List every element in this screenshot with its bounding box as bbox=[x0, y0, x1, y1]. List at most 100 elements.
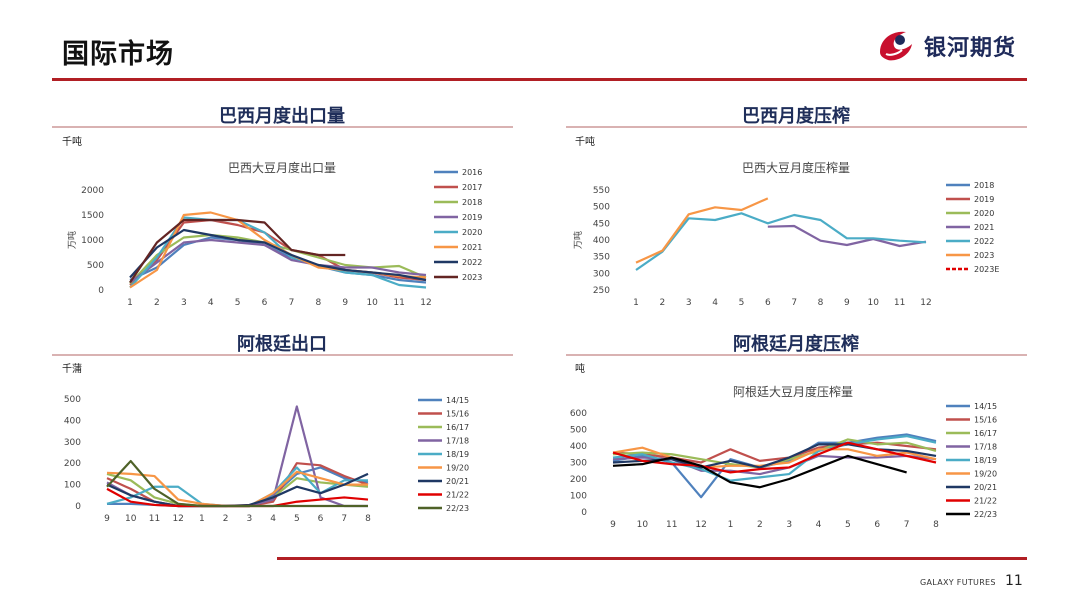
x-tick-label: 11 bbox=[149, 514, 160, 524]
x-tick-label: 5 bbox=[739, 298, 745, 308]
section-rule bbox=[566, 126, 1027, 128]
x-tick-label: 2 bbox=[154, 298, 160, 308]
x-tick-label: 2 bbox=[223, 514, 229, 524]
chart-title: 巴西大豆月度压榨量 bbox=[742, 160, 850, 175]
legend-label: 2021 bbox=[974, 223, 994, 232]
x-tick-label: 4 bbox=[816, 520, 822, 528]
legend-label: 2022 bbox=[974, 237, 994, 246]
x-tick-label: 9 bbox=[104, 514, 110, 524]
top-rule bbox=[52, 78, 1027, 81]
y-tick-label: 0 bbox=[581, 508, 587, 518]
legend-label: 18/19 bbox=[446, 450, 469, 459]
x-tick-label: 5 bbox=[845, 520, 851, 528]
x-tick-label: 11 bbox=[894, 298, 905, 308]
x-tick-label: 7 bbox=[341, 514, 347, 524]
x-tick-label: 3 bbox=[246, 514, 252, 524]
x-tick-label: 10 bbox=[125, 514, 137, 524]
x-tick-label: 8 bbox=[818, 298, 824, 308]
y-tick-label: 0 bbox=[75, 502, 81, 512]
x-tick-label: 10 bbox=[868, 298, 880, 308]
unit-label-brazil-crush: 千吨 bbox=[575, 137, 595, 148]
legend-label: 2018 bbox=[462, 198, 482, 207]
section-title-brazil-crush: 巴西月度压榨 bbox=[742, 106, 850, 127]
x-tick-label: 3 bbox=[786, 520, 792, 528]
legend-label: 2016 bbox=[462, 168, 482, 177]
x-tick-label: 9 bbox=[610, 520, 616, 528]
legend-label: 15/16 bbox=[974, 416, 997, 425]
section-title-brazil-export: 巴西月度出口量 bbox=[219, 106, 345, 127]
series-line-2022 bbox=[129, 228, 427, 282]
x-tick-label: 1 bbox=[633, 298, 639, 308]
x-tick-label: 8 bbox=[365, 514, 371, 524]
section-rule bbox=[52, 354, 513, 356]
x-tick-label: 6 bbox=[765, 298, 771, 308]
y-tick-label: 400 bbox=[570, 442, 587, 452]
legend-label: 22/23 bbox=[974, 510, 997, 519]
page-title: 国际市场 bbox=[62, 39, 174, 70]
y-tick-label: 450 bbox=[593, 219, 610, 229]
legend-label: 2022 bbox=[462, 258, 482, 267]
legend-label: 2020 bbox=[462, 228, 482, 237]
x-tick-label: 3 bbox=[686, 298, 692, 308]
section-title-argentina-export: 阿根廷出口 bbox=[237, 334, 327, 355]
legend-label: 2019 bbox=[462, 213, 482, 222]
y-tick-label: 300 bbox=[570, 459, 587, 469]
x-tick-label: 6 bbox=[874, 520, 880, 528]
x-tick-label: 7 bbox=[791, 298, 797, 308]
x-tick-label: 10 bbox=[637, 520, 649, 528]
legend-label: 2019 bbox=[974, 195, 994, 204]
x-tick-label: 9 bbox=[342, 298, 348, 308]
bottom-rule bbox=[277, 557, 1027, 560]
x-tick-label: 1 bbox=[728, 520, 734, 528]
x-tick-label: 3 bbox=[181, 298, 187, 308]
footer-brand: GALAXY FUTURES bbox=[920, 578, 996, 587]
unit-label-argentina-export: 千蒲 bbox=[62, 364, 82, 375]
x-tick-label: 10 bbox=[366, 298, 378, 308]
legend-label: 2017 bbox=[462, 183, 482, 192]
y-tick-label: 350 bbox=[593, 253, 610, 263]
legend-label: 19/20 bbox=[974, 470, 997, 479]
x-tick-label: 12 bbox=[920, 298, 931, 308]
x-tick-label: 1 bbox=[199, 514, 205, 524]
y-tick-label: 250 bbox=[593, 286, 610, 296]
legend-label: 14/15 bbox=[974, 402, 997, 411]
y-tick-label: 600 bbox=[570, 409, 587, 419]
x-tick-label: 6 bbox=[262, 298, 268, 308]
y-tick-label: 500 bbox=[570, 426, 587, 436]
x-tick-label: 5 bbox=[294, 514, 300, 524]
series-line-22-23 bbox=[612, 454, 907, 489]
y-tick-label: 0 bbox=[98, 286, 104, 296]
legend-label: 17/18 bbox=[974, 443, 997, 452]
x-tick-label: 12 bbox=[172, 514, 183, 524]
x-tick-label: 12 bbox=[420, 298, 431, 308]
x-tick-label: 2 bbox=[757, 520, 763, 528]
series-line-19-20 bbox=[612, 446, 937, 469]
legend-label: 21/22 bbox=[974, 497, 997, 506]
logo-text: 银河期货 bbox=[924, 36, 1017, 61]
y-tick-label: 500 bbox=[64, 395, 81, 405]
y-tick-label: 1000 bbox=[81, 236, 104, 246]
x-tick-label: 8 bbox=[933, 520, 939, 528]
x-tick-label: 7 bbox=[904, 520, 910, 528]
y-tick-label: 300 bbox=[64, 438, 81, 448]
y-tick-label: 200 bbox=[64, 459, 81, 469]
section-rule bbox=[566, 354, 1027, 356]
x-tick-label: 4 bbox=[270, 514, 276, 524]
x-tick-label: 6 bbox=[318, 514, 324, 524]
legend-label: 2023 bbox=[462, 273, 482, 282]
section-rule bbox=[52, 126, 513, 128]
unit-label-argentina-crush: 吨 bbox=[575, 364, 585, 375]
legend-label: 2018 bbox=[974, 181, 994, 190]
x-tick-label: 4 bbox=[712, 298, 718, 308]
legend-label: 21/22 bbox=[446, 491, 469, 500]
legend-label: 17/18 bbox=[446, 437, 469, 446]
section-title-argentina-crush: 阿根廷月度压榨 bbox=[733, 334, 859, 355]
legend-label: 14/15 bbox=[446, 396, 469, 405]
y-tick-label: 300 bbox=[593, 269, 610, 279]
chart-title: 阿根廷大豆月度压榨量 bbox=[733, 384, 853, 399]
legend-label: 22/23 bbox=[446, 504, 469, 513]
y-tick-label: 550 bbox=[593, 186, 610, 196]
